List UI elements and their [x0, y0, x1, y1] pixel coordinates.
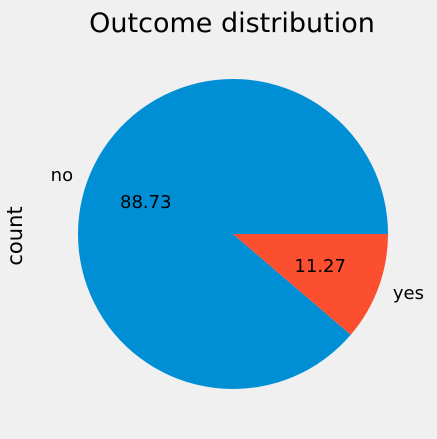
pie-value-label-no: 88.73	[120, 192, 172, 213]
pie-labels: no 88.73 yes 11.27	[51, 165, 424, 304]
pie-slice-no	[78, 79, 389, 390]
pie-value-label-yes: 11.27	[294, 256, 346, 277]
pie-slices	[78, 79, 389, 390]
y-axis-label: count	[3, 206, 27, 265]
pie-label-yes: yes	[393, 283, 424, 304]
chart-title: Outcome distribution	[89, 8, 375, 39]
pie-label-no: no	[51, 165, 73, 186]
pie-slice-yes	[233, 234, 388, 335]
